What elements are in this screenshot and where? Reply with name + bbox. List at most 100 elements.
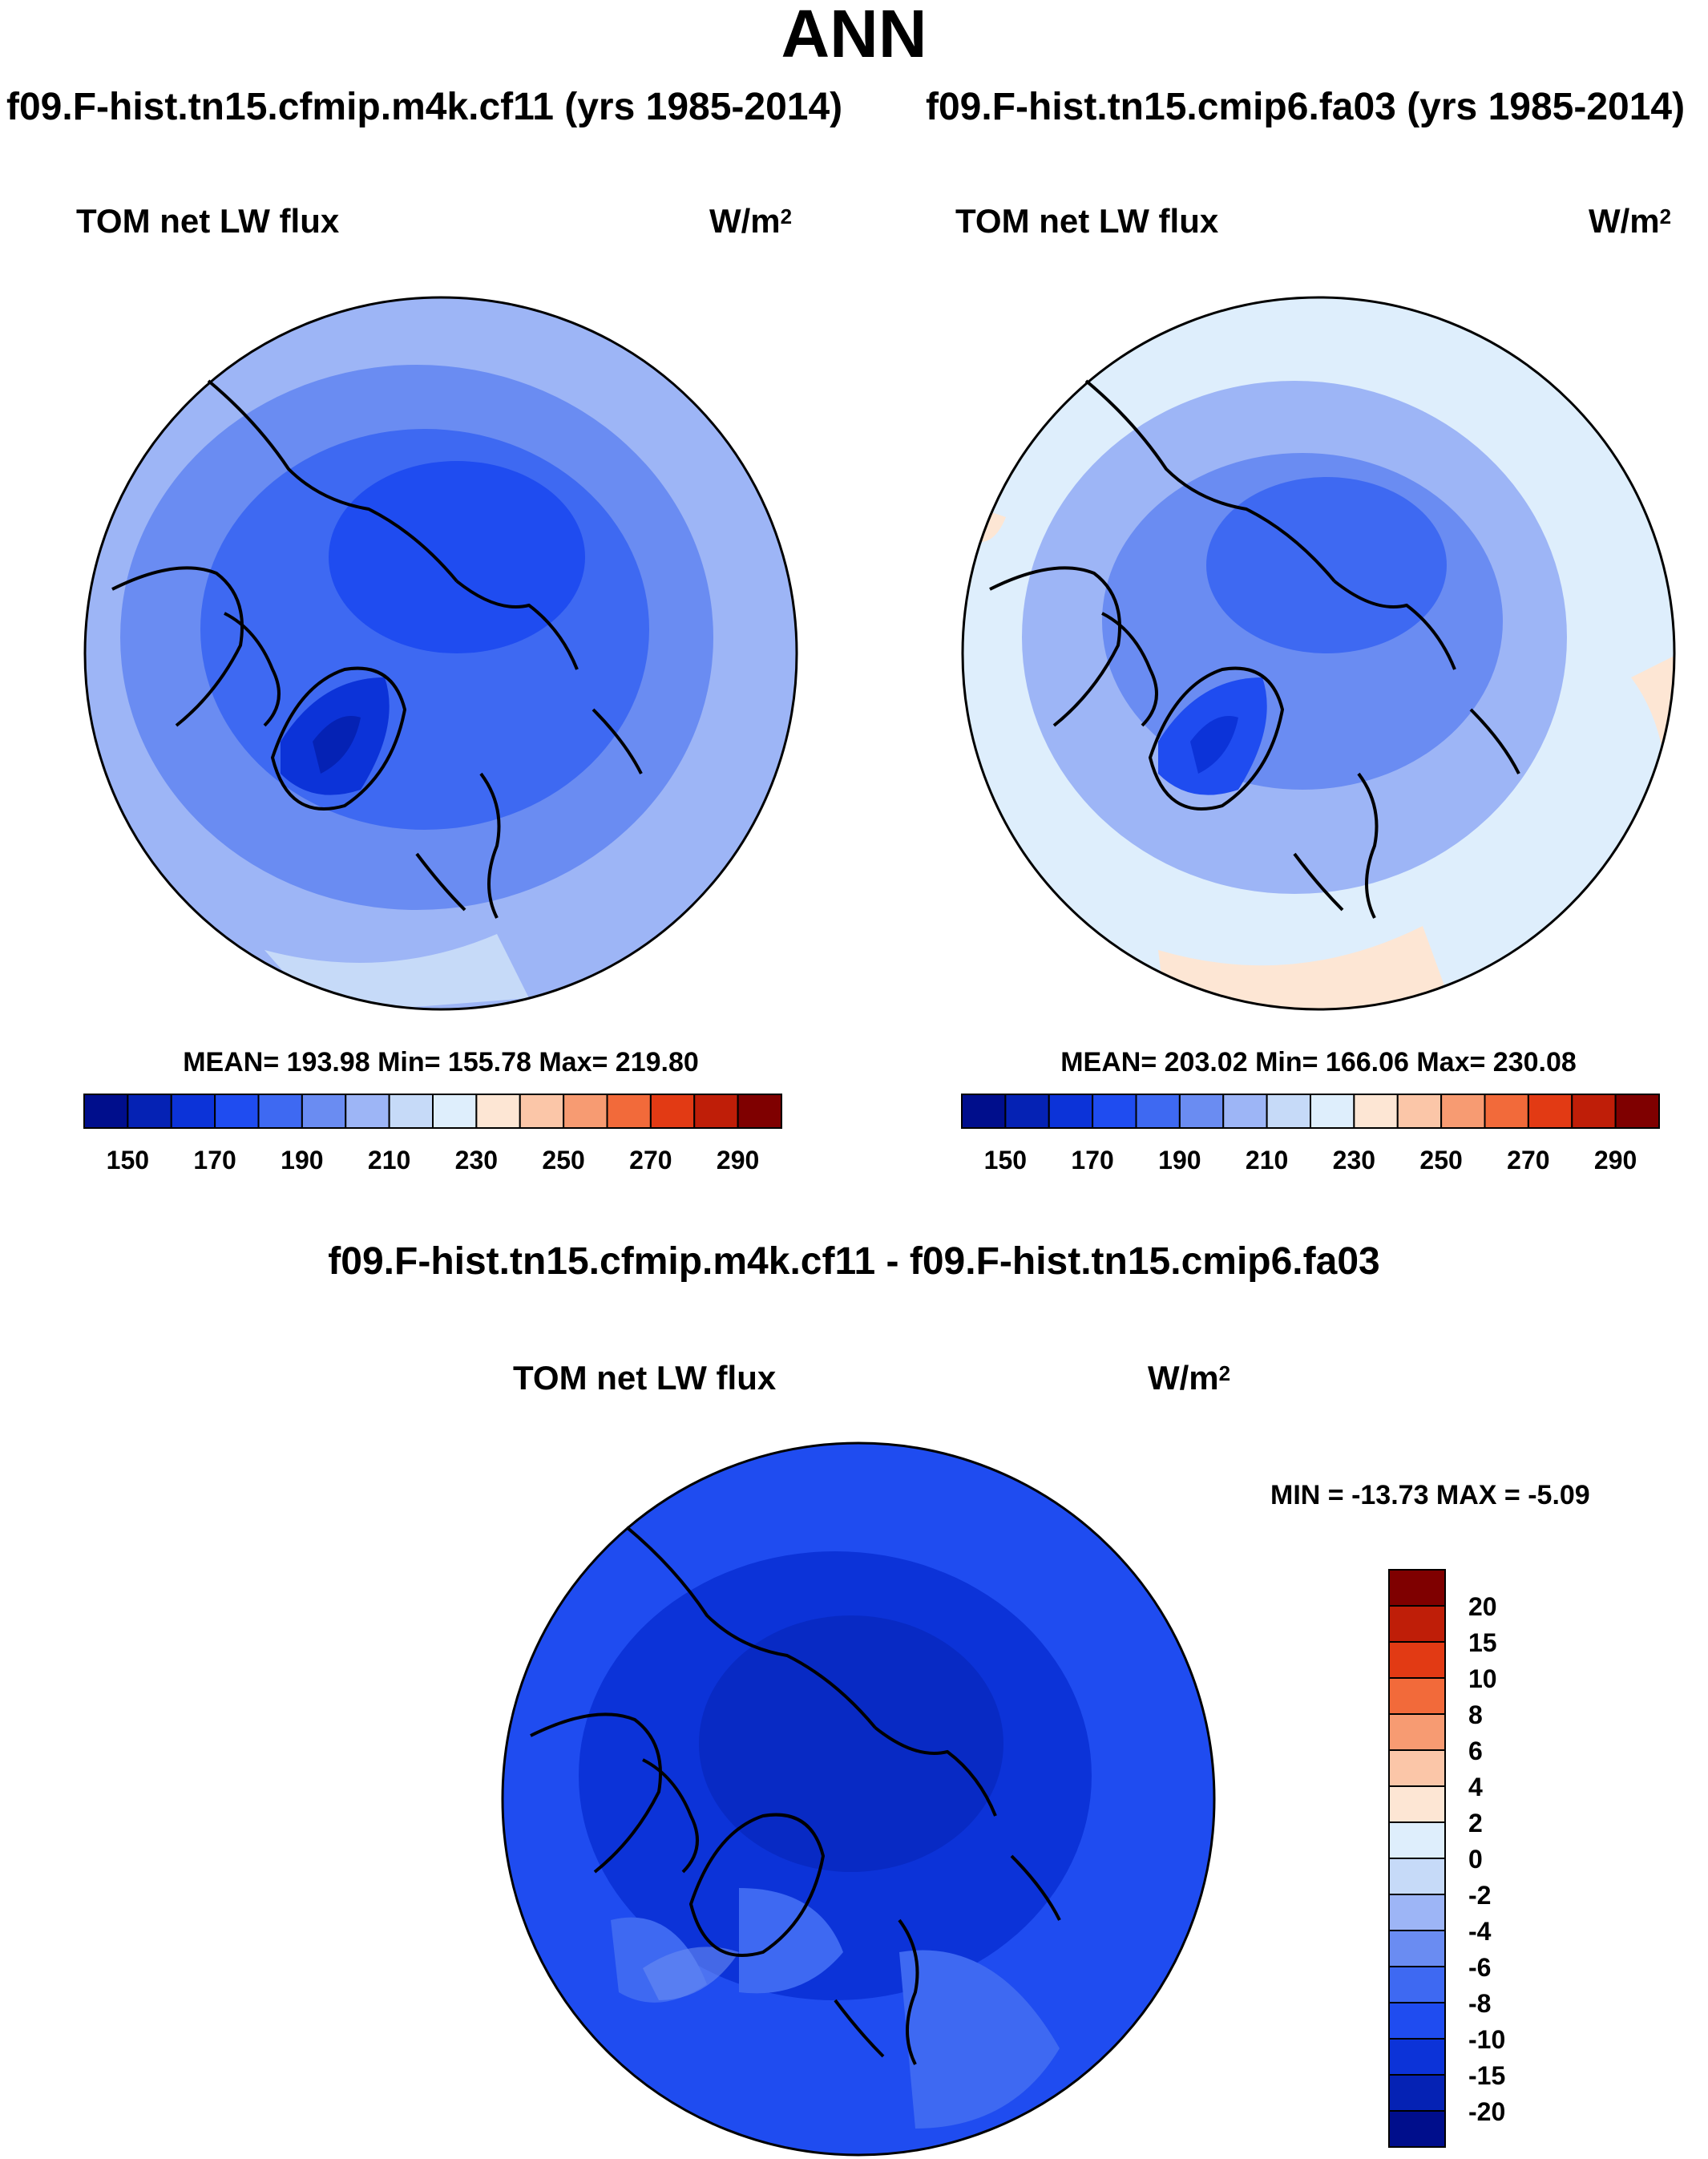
- colorbar-box: [1310, 1094, 1355, 1129]
- panel2-case-title: f09.F-hist.tn15.cmip6.fa03 (yrs 1985-201…: [926, 86, 1686, 128]
- colorbar-box: [1388, 1821, 1446, 1859]
- panel1-polar-map: [83, 296, 798, 1011]
- diff-title: f09.F-hist.tn15.cfmip.m4k.cf11 - f09.F-h…: [328, 1240, 1380, 1283]
- colorbar-tick-label: -6: [1468, 1953, 1491, 1982]
- colorbar-tick-label: 230: [1333, 1146, 1375, 1175]
- diff-polar-map: [501, 1441, 1216, 2157]
- colorbar-box: [1004, 1094, 1050, 1129]
- map-fill-band-3: [1206, 477, 1447, 653]
- colorbar-tick-label: -8: [1468, 1989, 1491, 2018]
- colorbar-box: [1527, 1094, 1573, 1129]
- colorbar-box: [170, 1094, 216, 1129]
- greenland-core: [1190, 716, 1238, 774]
- panel2-units: W/m2: [1589, 202, 1672, 240]
- coastlines: [530, 1526, 1061, 2065]
- colorbar-box: [432, 1094, 478, 1129]
- colorbar-box: [1353, 1094, 1399, 1129]
- map-fill-lighter-2: [899, 1950, 1060, 2129]
- colorbar-tick-label: -10: [1468, 2025, 1505, 2054]
- colorbar-box: [1222, 1094, 1268, 1129]
- colorbar-tick-label: 250: [542, 1146, 584, 1175]
- colorbar-tick-label: 270: [629, 1146, 672, 1175]
- colorbar-box: [737, 1094, 782, 1129]
- main-title: ANN: [781, 0, 927, 71]
- colorbar-box: [1440, 1094, 1486, 1129]
- colorbar-box: [1048, 1094, 1094, 1129]
- colorbar-tick-label: 0: [1468, 1845, 1483, 1874]
- map-border: [83, 296, 798, 1011]
- colorbar-box: [1396, 1094, 1443, 1129]
- coastlines: [989, 379, 1520, 919]
- colorbar-box: [475, 1094, 521, 1129]
- colorbar-box: [1388, 1569, 1446, 1607]
- colorbar-box: [563, 1094, 608, 1129]
- colorbar-box: [1388, 1677, 1446, 1715]
- colorbar-tick-label: 4: [1468, 1773, 1483, 1801]
- colorbar-box: [1388, 1930, 1446, 1967]
- colorbar-tick-label: 190: [1158, 1146, 1201, 1175]
- colorbar-box: [1388, 2038, 1446, 2076]
- colorbar-box: [1388, 2074, 1446, 2112]
- colorbar-box: [1614, 1094, 1660, 1129]
- colorbar-box: [1388, 1605, 1446, 1643]
- diff-units: W/m2: [1148, 1359, 1231, 1397]
- colorbar-box: [649, 1094, 696, 1129]
- colorbar-box: [1388, 2002, 1446, 2040]
- colorbar-tick-label: -4: [1468, 1917, 1492, 1946]
- panel1-stats: MEAN= 193.98 Min= 155.78 Max= 219.80: [183, 1047, 699, 1077]
- greenland-core: [313, 716, 361, 774]
- colorbar-tick-label: 2: [1468, 1809, 1483, 1838]
- colorbar-tick-label: 15: [1468, 1628, 1497, 1657]
- colorbar-box: [1388, 1785, 1446, 1823]
- colorbar-box: [606, 1094, 652, 1129]
- colorbar-box: [388, 1094, 434, 1129]
- colorbar-tick-label: 270: [1507, 1146, 1549, 1175]
- colorbar-tick-label: 210: [1246, 1146, 1288, 1175]
- map-fill-band-2: [699, 1615, 1003, 1872]
- map-border: [961, 296, 1676, 1011]
- map-fill-lighter-4: [643, 1947, 739, 2000]
- diff-variable-label: TOM net LW flux: [513, 1359, 777, 1397]
- map-fill-band-3: [329, 461, 585, 653]
- colorbar-box: [1092, 1094, 1137, 1129]
- colorbar-box: [1388, 1713, 1446, 1751]
- colorbar-box: [301, 1094, 347, 1129]
- panel2-polar-map: [961, 296, 1676, 1011]
- colorbar-box: [257, 1094, 303, 1129]
- panel1-colorbar: 150 170 190 210 230 250 270 290: [83, 1094, 782, 1175]
- colorbar-box: [1388, 1858, 1446, 1895]
- colorbar-tick-label: 20: [1468, 1592, 1497, 1621]
- colorbar-tick-label: 210: [368, 1146, 410, 1175]
- panel1-variable-label: TOM net LW flux: [76, 202, 340, 240]
- map-fill-lighter-1: [739, 1888, 843, 1994]
- colorbar-box: [1388, 1749, 1446, 1787]
- colorbar-tick-label: 230: [455, 1146, 498, 1175]
- colorbar-box: [1388, 1641, 1446, 1679]
- panel2-colorbar: 150 170 190 210 230 250 270 290: [961, 1094, 1660, 1175]
- coastlines: [111, 379, 643, 919]
- map-fill-warm-south: [1158, 926, 1455, 1009]
- colorbar-tick-label: 10: [1468, 1664, 1497, 1693]
- colorbar-tick-label: 290: [717, 1146, 759, 1175]
- colorbar-box: [127, 1094, 172, 1129]
- colorbar-box: [519, 1094, 565, 1129]
- colorbar-box: [83, 1094, 129, 1129]
- panel1-case-title: f09.F-hist.tn15.cfmip.m4k.cf11 (yrs 1985…: [6, 86, 843, 128]
- panel2-stats: MEAN= 203.02 Min= 166.06 Max= 230.08: [1060, 1047, 1577, 1077]
- map-border: [501, 1441, 1216, 2157]
- colorbar-box: [1266, 1094, 1311, 1129]
- colorbar-tick-label: 170: [193, 1146, 236, 1175]
- colorbar-tick-label: 8: [1468, 1700, 1483, 1729]
- colorbar-tick-label: -15: [1468, 2061, 1505, 2090]
- colorbar-box: [345, 1094, 390, 1129]
- colorbar-box: [1178, 1094, 1225, 1129]
- colorbar-tick-label: -2: [1468, 1881, 1491, 1910]
- colorbar-box: [214, 1094, 260, 1129]
- panel2-variable-label: TOM net LW flux: [955, 202, 1219, 240]
- colorbar-box: [1388, 1966, 1446, 2003]
- colorbar-box: [693, 1094, 739, 1129]
- colorbar-tick-label: -20: [1468, 2097, 1505, 2126]
- panel1-units: W/m2: [709, 202, 793, 240]
- colorbar-tick-label: 150: [984, 1146, 1027, 1175]
